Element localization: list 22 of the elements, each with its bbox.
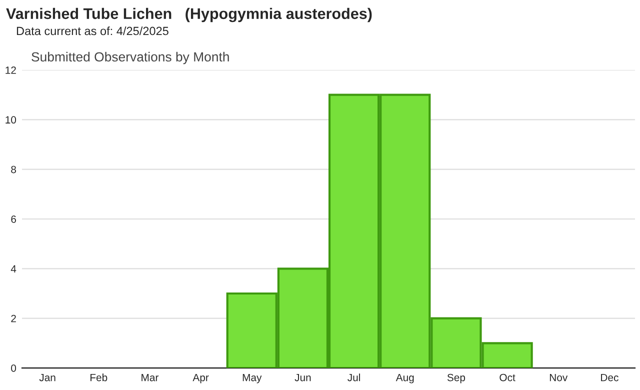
x-tick-label: May (242, 374, 262, 384)
x-tick-label: Jan (39, 374, 56, 382)
x-tick-label: Feb (90, 374, 108, 382)
y-tick-label: 6 (11, 216, 16, 223)
x-tick-label: Aug (396, 374, 414, 384)
text: Submitted Observations by Month (32, 52, 229, 64)
x-tick-label: Oct (500, 374, 516, 382)
y-tick-label: 12 (6, 66, 16, 74)
chart-title: Varnished Tube Lichen (Hypogymnia austerodes) (6, 8, 372, 22)
x-tick-label: Dec (601, 374, 618, 382)
x-tick-label: Jun (294, 374, 311, 382)
x-tick-label: Jul (348, 374, 360, 382)
chart-subtitle: Data current as of: 4/25/2025 (16, 26, 168, 36)
y-tick-label: 8 (11, 166, 16, 174)
x-tick-label: Sep (447, 374, 466, 384)
y-tick-label: 10 (6, 116, 16, 124)
y-tick-label: 2 (11, 314, 16, 322)
x-tick-label: Apr (192, 374, 209, 384)
x-tick-label: Mar (142, 374, 159, 382)
y-tick-label: 0 (11, 364, 16, 372)
x-tick-label: Nov (550, 374, 568, 382)
y-tick-label: 4 (10, 265, 16, 272)
